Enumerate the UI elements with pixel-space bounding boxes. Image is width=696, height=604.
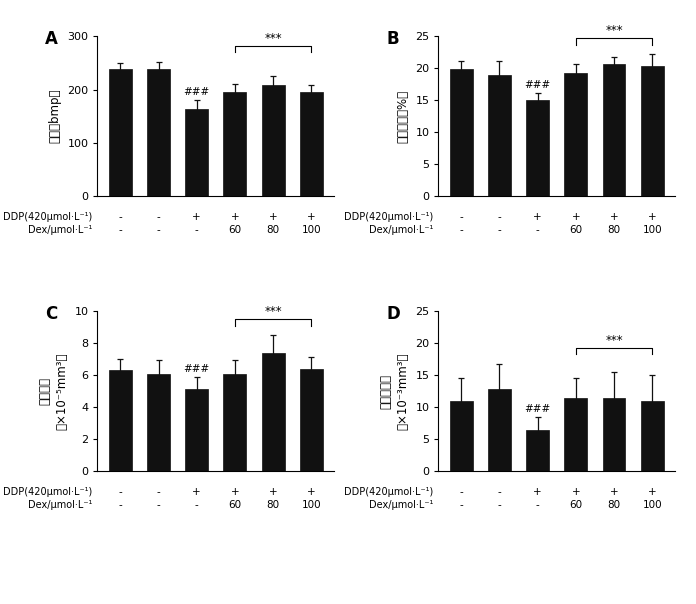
Text: +: + [307,487,315,497]
Text: -: - [157,225,160,235]
Bar [450,401,473,471]
Text: -: - [498,487,501,497]
Bar [223,374,246,471]
Text: D: D [386,305,400,323]
Text: +: + [533,487,542,497]
Text: 80: 80 [608,500,621,510]
Bar [564,397,587,471]
Y-axis label: 心室容积
（×10⁻⁵mm³）: 心室容积 （×10⁻⁵mm³） [39,352,69,430]
Text: -: - [459,500,463,510]
Text: Dex/μmol·L⁻¹: Dex/μmol·L⁻¹ [29,225,93,235]
Bar [564,73,587,196]
Text: -: - [195,225,198,235]
Text: 60: 60 [228,225,242,235]
Text: +: + [571,212,580,222]
Y-axis label: 心率（bmp）: 心率（bmp） [49,89,62,143]
Text: -: - [498,212,501,222]
Text: -: - [118,500,122,510]
Text: +: + [533,212,542,222]
Text: ***: *** [264,306,282,318]
Bar [488,389,511,471]
Text: 100: 100 [642,500,662,510]
Bar [147,69,170,196]
Bar [641,66,664,196]
Text: ***: *** [606,24,623,37]
Text: +: + [269,212,278,222]
Text: DDP(420μmol·L⁻¹): DDP(420μmol·L⁻¹) [345,487,434,497]
Text: +: + [269,487,278,497]
Bar [223,92,246,196]
Text: -: - [536,500,539,510]
Bar [147,374,170,471]
Bar [300,369,323,471]
Bar [262,85,285,196]
Bar [109,69,132,196]
Text: -: - [157,487,160,497]
Y-axis label: 收缩分数（%）: 收缩分数（%） [397,89,410,143]
Text: ***: *** [264,32,282,45]
Bar [526,100,549,196]
Bar [185,109,208,196]
Text: -: - [157,500,160,510]
Bar [603,397,626,471]
Text: +: + [571,487,580,497]
Text: -: - [118,487,122,497]
Bar [109,370,132,471]
Text: A: A [45,30,58,48]
Text: 60: 60 [228,500,242,510]
Text: +: + [307,212,315,222]
Bar [300,92,323,196]
Text: ###: ### [184,364,210,374]
Text: +: + [610,487,618,497]
Bar [641,401,664,471]
Text: Dex/μmol·L⁻¹: Dex/μmol·L⁻¹ [370,225,434,235]
Bar [450,69,473,196]
Text: C: C [45,305,58,323]
Text: -: - [118,225,122,235]
Text: 60: 60 [569,225,583,235]
Bar [488,75,511,196]
Text: -: - [157,212,160,222]
Text: Dex/μmol·L⁻¹: Dex/μmol·L⁻¹ [370,500,434,510]
Text: -: - [459,487,463,497]
Bar [603,64,626,196]
Text: ***: *** [606,334,623,347]
Text: B: B [386,30,399,48]
Text: ###: ### [525,404,551,414]
Bar [185,389,208,471]
Text: DDP(420μmol·L⁻¹): DDP(420μmol·L⁻¹) [3,487,93,497]
Text: Dex/μmol·L⁻¹: Dex/μmol·L⁻¹ [29,500,93,510]
Text: +: + [648,487,656,497]
Text: -: - [195,500,198,510]
Text: +: + [648,212,656,222]
Text: -: - [459,212,463,222]
Text: 80: 80 [267,225,280,235]
Text: DDP(420μmol·L⁻¹): DDP(420μmol·L⁻¹) [3,212,93,222]
Text: ###: ### [184,87,210,97]
Bar [262,353,285,471]
Text: 100: 100 [642,225,662,235]
Text: -: - [118,212,122,222]
Text: +: + [230,212,239,222]
Text: 60: 60 [569,500,583,510]
Text: 100: 100 [301,225,321,235]
Text: +: + [192,487,201,497]
Text: +: + [610,212,618,222]
Y-axis label: 心脏输出量
（×10⁻³mm³）: 心脏输出量 （×10⁻³mm³） [379,352,410,430]
Text: -: - [498,225,501,235]
Text: 80: 80 [267,500,280,510]
Text: 80: 80 [608,225,621,235]
Text: DDP(420μmol·L⁻¹): DDP(420μmol·L⁻¹) [345,212,434,222]
Text: -: - [498,500,501,510]
Bar [526,429,549,471]
Text: ###: ### [525,80,551,89]
Text: +: + [230,487,239,497]
Text: -: - [459,225,463,235]
Text: 100: 100 [301,500,321,510]
Text: +: + [192,212,201,222]
Text: -: - [536,225,539,235]
